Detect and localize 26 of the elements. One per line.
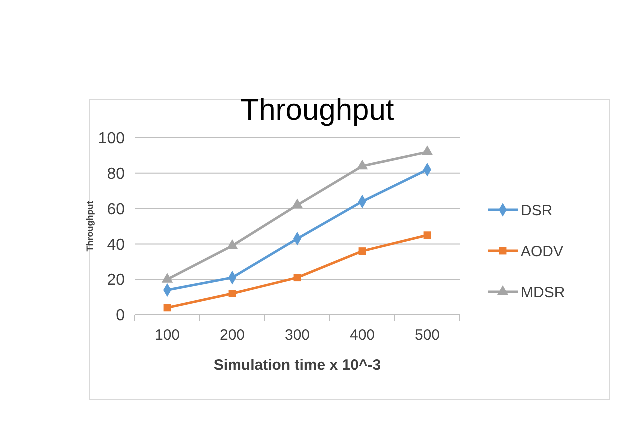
legend-label: MDSR [521,284,566,302]
point [226,239,238,250]
x-tick-label: 400 [350,327,376,344]
y-tick-label: 0 [116,308,126,325]
point [294,274,302,282]
x-tick-label: 200 [220,327,246,344]
y-tick-label: 100 [98,130,126,148]
x-tick-label: 300 [284,327,310,344]
legend-label: DSR [521,202,553,220]
point [358,248,366,255]
point [164,304,172,312]
x-axis-title: Simulation time x 10^-3 [214,357,382,374]
point [356,160,368,170]
point [422,146,434,156]
chart-title: Throughput [240,94,395,127]
x-tick-label: 500 [414,327,440,344]
point [424,232,432,240]
point [228,290,236,298]
x-tick-label: 100 [154,327,180,344]
point [292,198,304,209]
y-tick-label: 80 [107,166,126,183]
y-tick-label: 60 [107,201,126,218]
legend-label: AODV [521,243,564,260]
y-tick-label: 40 [107,236,126,254]
y-tick-label: 20 [107,272,126,290]
y-axis-title: Throughput [85,201,95,252]
